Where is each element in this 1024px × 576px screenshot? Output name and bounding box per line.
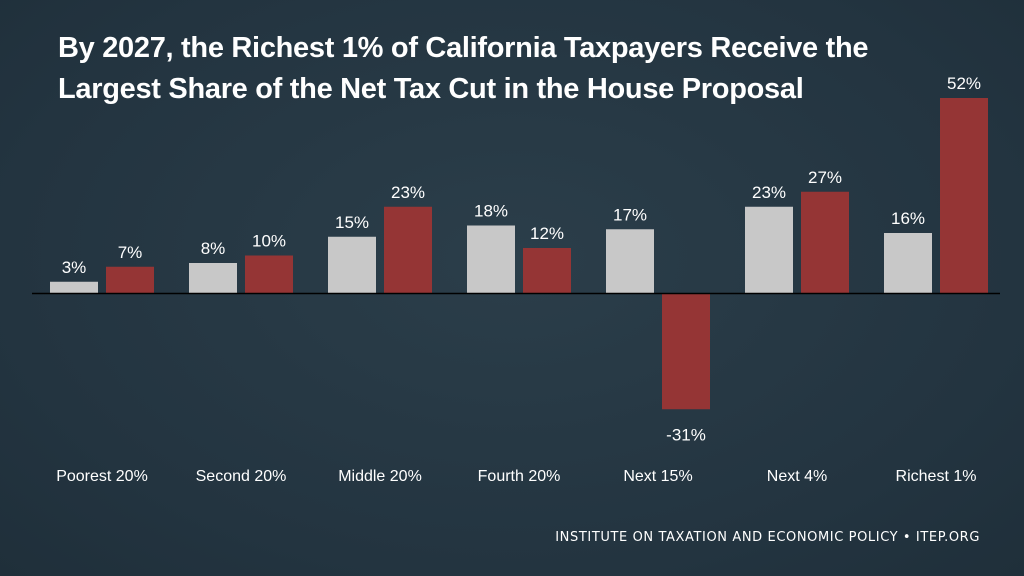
value-label-middle-20-series-1: 15% <box>335 213 369 232</box>
category-label-6: Next 4% <box>767 468 827 485</box>
value-label-middle-20-series-2: 23% <box>391 183 425 202</box>
bar-poorest-20-series-1 <box>50 281 98 293</box>
bar-next-15-series-2 <box>662 293 710 410</box>
category-label-7: Richest 1% <box>896 468 977 485</box>
bar-middle-20-series-2 <box>384 206 432 293</box>
value-label-fourth-20-series-1: 18% <box>474 202 508 221</box>
category-label-3: Middle 20% <box>338 468 422 485</box>
bar-next-4-series-1 <box>745 206 793 293</box>
bar-poorest-20-series-2 <box>106 266 154 293</box>
chart-title-line-1: By 2027, the Richest 1% of California Ta… <box>58 32 869 64</box>
source-credit: INSTITUTE ON TAXATION AND ECONOMIC POLIC… <box>555 530 980 545</box>
value-label-fourth-20-series-2: 12% <box>530 224 564 243</box>
bar-middle-20-series-1 <box>328 236 376 293</box>
bar-richest-1-series-2 <box>940 98 988 293</box>
value-label-next-4-series-1: 23% <box>752 183 786 202</box>
bar-second-20-series-2 <box>245 255 293 293</box>
bar-fourth-20-series-1 <box>467 225 515 293</box>
bar-richest-1-series-1 <box>884 233 932 293</box>
chart-title-line-2: Largest Share of the Net Tax Cut in the … <box>58 73 804 105</box>
value-label-second-20-series-2: 10% <box>252 232 286 251</box>
value-label-richest-1-series-1: 16% <box>891 209 925 228</box>
category-label-2: Second 20% <box>196 468 287 485</box>
value-label-next-15-series-2: -31% <box>666 425 706 444</box>
category-label-5: Next 15% <box>623 468 692 485</box>
bar-next-4-series-2 <box>801 191 849 293</box>
category-label-1: Poorest 20% <box>56 468 148 485</box>
value-label-poorest-20-series-2: 7% <box>118 243 143 262</box>
bar-next-15-series-1 <box>606 229 654 293</box>
chart-title: By 2027, the Richest 1% of California Ta… <box>58 28 978 110</box>
bar-second-20-series-1 <box>189 263 237 293</box>
value-label-second-20-series-1: 8% <box>201 239 226 258</box>
bar-fourth-20-series-2 <box>523 248 571 293</box>
value-label-poorest-20-series-1: 3% <box>62 258 87 277</box>
value-label-next-15-series-1: 17% <box>613 205 647 224</box>
value-label-richest-1-series-2: 52% <box>947 74 981 93</box>
category-label-4: Fourth 20% <box>478 468 561 485</box>
value-label-next-4-series-2: 27% <box>808 168 842 187</box>
